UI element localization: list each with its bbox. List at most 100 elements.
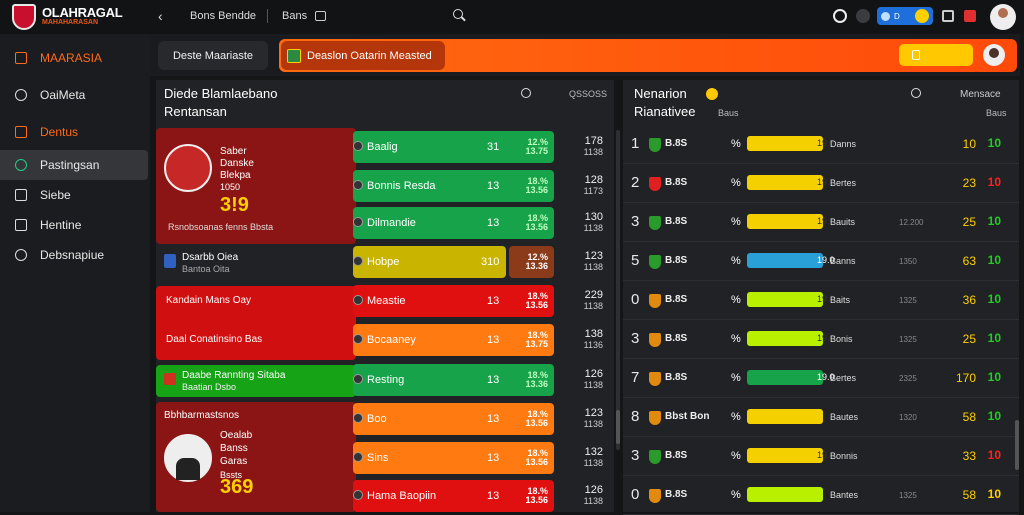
stat-bar-percent: 18.% 13.56: [525, 448, 548, 467]
ranking-value: 63: [962, 254, 976, 268]
ranking-row[interactable]: 1 B.8S% 19.0 Danns 10 10: [623, 126, 1019, 164]
sidebar-item-1[interactable]: MAARASIA: [0, 43, 150, 73]
ranking-label: Danns: [830, 139, 857, 149]
label-row-4[interactable]: [156, 365, 356, 397]
ranking-team-name: B.8S: [665, 333, 688, 344]
left-panel-title: Diede Blamlaebano: [164, 86, 278, 101]
sidebar-item-label: OaiMeta: [40, 88, 86, 102]
sidebar-item-7[interactable]: Debsnapiue: [0, 240, 150, 270]
ranking-progress-bar: [747, 487, 823, 502]
header-avatar[interactable]: [983, 44, 1005, 66]
topnav-item-2[interactable]: Bans: [282, 10, 308, 22]
sidebar-item-6[interactable]: Hentine: [0, 210, 150, 240]
stat-bar-name: Hobpe: [367, 256, 400, 268]
brand-title: OLAHRAGAL: [42, 5, 123, 20]
stat-bar-name: Resting: [367, 374, 405, 386]
globe-icon[interactable]: [833, 9, 847, 23]
ranking-row[interactable]: 0 B.8S% 19.0 Baits 1325 36 10: [623, 282, 1019, 320]
bookmark-icon: [912, 50, 920, 60]
header-avatar-face-icon: [989, 48, 999, 58]
sidebar-item-5[interactable]: Siebe: [0, 180, 150, 210]
stat-count-sub: 1138: [583, 419, 603, 429]
stat-count-main: 123: [584, 407, 603, 419]
brand-logo-icon[interactable]: [12, 4, 36, 30]
team-badge-icon: [649, 411, 661, 425]
stat-count-main: 123: [584, 250, 603, 262]
ranking-points: 10: [987, 487, 1001, 501]
player-1-name: Saber: [220, 146, 247, 157]
ranking-percent-label: %: [731, 138, 741, 150]
stat-bar-3[interactable]: Dilmandie 13 18.% 13.56: [353, 207, 554, 239]
player-1-line4: 1050: [220, 182, 241, 192]
ranking-points: 10: [987, 136, 1001, 150]
label-row-2[interactable]: [156, 286, 356, 360]
right-scroll-thumb[interactable]: [1015, 420, 1019, 470]
topnav-item-1[interactable]: Bons Bendde: [190, 10, 257, 22]
sidebar-item-2[interactable]: OaiMeta: [0, 80, 150, 110]
team-dot-icon: [353, 217, 363, 227]
ranking-row[interactable]: 3 B.8S% 19.0 Bauits 12.200 25 10: [623, 204, 1019, 242]
team-dot-icon: [353, 490, 363, 500]
team-badge-icon: [649, 450, 661, 464]
ranking-row[interactable]: 3 B.8S% 19.0 Bonnis 33 10: [623, 438, 1019, 476]
sidebar: [0, 34, 150, 512]
stat-bar-7[interactable]: Resting 13 18.% 13.36: [353, 364, 554, 396]
alert-icon[interactable]: [964, 10, 976, 22]
stat-bar-2[interactable]: Bonnis Resda 13 18.% 13.56: [353, 170, 554, 202]
top-bar: [0, 0, 1024, 34]
ranking-points: 10: [987, 448, 1001, 462]
sidebar-item-label: Hentine: [40, 218, 82, 232]
sidebar-item-3[interactable]: Dentus: [0, 117, 150, 147]
stat-bar-name: Bocaaney: [367, 334, 416, 346]
sidebar-item-4[interactable]: Pastingsan: [0, 150, 148, 180]
ranking-row[interactable]: 5 B.8S% 19.0 Banns 1350 63 10: [623, 243, 1019, 281]
share-icon[interactable]: [942, 10, 954, 22]
stat-count: 229 1138: [563, 290, 603, 312]
user-avatar[interactable]: [990, 4, 1016, 30]
notification-icon[interactable]: [856, 9, 870, 23]
globe-icon: [14, 248, 28, 262]
stat-bar-9[interactable]: Sins 13 18.% 13.56: [353, 442, 554, 474]
stat-bar-5[interactable]: Meastie 13 18.% 13.56: [353, 285, 554, 317]
ranking-row[interactable]: 7 B.8S% 19.0 Bertes 2325 170 10: [623, 360, 1019, 398]
stat-count-sub: 1138: [583, 380, 603, 390]
ranking-row[interactable]: 2 B.8S% 19.0 Bertes 23 10: [623, 165, 1019, 203]
stat-bar-side-4[interactable]: 12.% 13.36: [509, 246, 554, 278]
stat-count: 178 1138: [563, 136, 603, 158]
left-scroll-thumb[interactable]: [616, 410, 620, 444]
ranking-row[interactable]: 8 Bbst Bon% Bautes 1320 58 10: [623, 399, 1019, 437]
ranking-small-stat: 2325: [899, 374, 917, 383]
coin-icon: [915, 9, 929, 23]
stat-count-sub: 1136: [583, 340, 603, 350]
left-panel-search-icon[interactable]: [521, 88, 531, 98]
message-icon[interactable]: [315, 11, 326, 21]
ranking-progress-bar: 19.0: [747, 448, 835, 463]
ranking-bar-value: 19.0: [817, 450, 835, 460]
stat-bar-name: Dilmandie: [367, 217, 416, 229]
avatar-face-icon: [998, 8, 1008, 18]
ranking-value: 58: [962, 410, 976, 424]
stat-bar-10[interactable]: Hama Baopiin 13 18.% 13.56: [353, 480, 554, 512]
stat-bar-8[interactable]: Boo 13 18.% 13.56: [353, 403, 554, 435]
sidebar-item-label: Dentus: [40, 125, 79, 139]
header-pill-tab[interactable]: Deste Maariaste: [158, 41, 268, 70]
label-row-1[interactable]: [156, 248, 356, 278]
ranking-bar-value: 19.0: [817, 255, 835, 265]
header-yellow-button[interactable]: [899, 44, 973, 66]
ranking-row[interactable]: 0 B.8S% Bantes 1325 58 10: [623, 477, 1019, 515]
stat-bar-6[interactable]: Bocaaney 13 18.% 13.75: [353, 324, 554, 356]
right-panel-search-icon[interactable]: [911, 88, 921, 98]
right-panel-subtitle: Rianativee: [634, 104, 696, 119]
stat-count-sub: 1173: [583, 186, 603, 196]
ranking-position: 0: [631, 486, 640, 503]
team-badge-icon: [649, 177, 661, 191]
stat-bar-4[interactable]: Hobpe 310: [353, 246, 506, 278]
ranking-position: 3: [631, 447, 640, 464]
search-icon[interactable]: [453, 9, 463, 19]
stat-count-sub: 1138: [583, 262, 603, 272]
left-scroll-track[interactable]: [616, 130, 620, 450]
ranking-row[interactable]: 3 B.8S% 19.0 Bonis 1325 25 10: [623, 321, 1019, 359]
stat-bar-1[interactable]: Baalig 31 12.% 13.75: [353, 131, 554, 163]
header-banner-tab[interactable]: Deaslon Oatarin Measted: [281, 41, 445, 70]
back-chevron-icon[interactable]: ‹: [158, 8, 163, 24]
